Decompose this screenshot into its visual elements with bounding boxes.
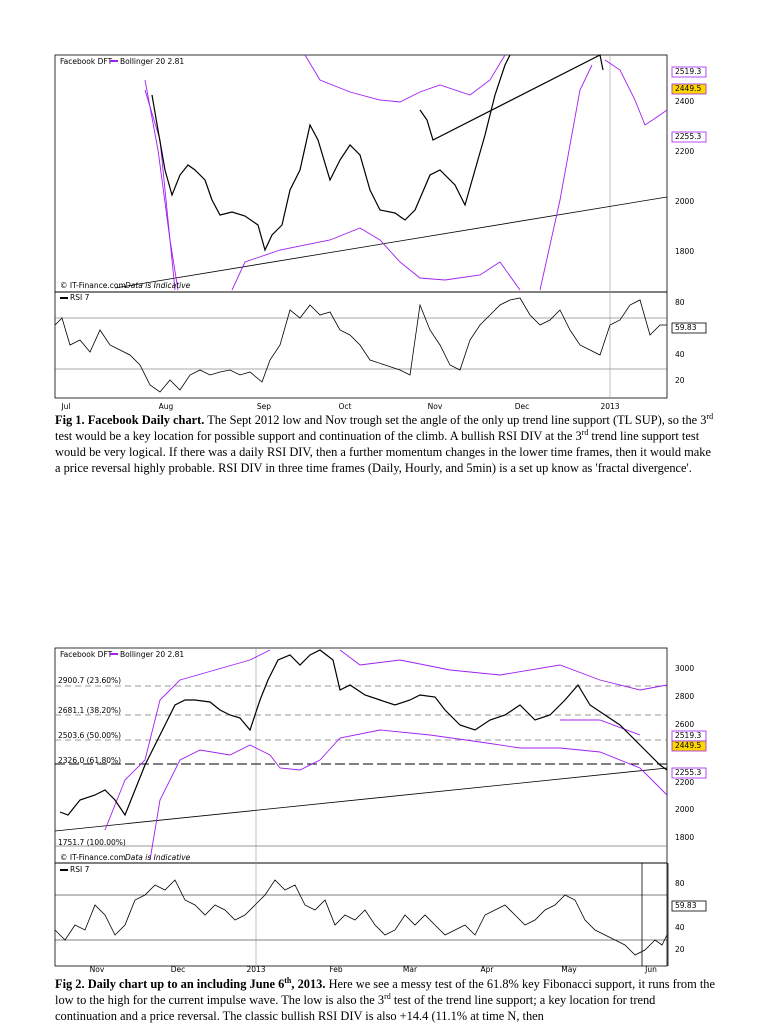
fib-label: 2681.1 (38.20%) <box>58 706 121 715</box>
caption-text: test would be a key location for possibl… <box>55 429 582 443</box>
price-label: 2000 <box>675 197 694 206</box>
caption-1: Fig 1. Facebook Daily chart. The Sept 20… <box>55 412 715 476</box>
price-label: 2000 <box>675 805 694 814</box>
rsi-line <box>54 297 667 393</box>
price-label: 2255.3 <box>675 768 701 777</box>
label-box <box>671 66 707 78</box>
fib-label: 2326.0 (61.80%) <box>58 756 121 765</box>
rsi-title: RSI 7 <box>70 865 90 874</box>
x-label: Feb <box>329 965 343 974</box>
rsi-label: 59.83 <box>675 901 697 910</box>
rsi-label: 59.83 <box>675 323 697 332</box>
x-label: Oct <box>339 402 352 411</box>
caption-label-text: , 2013. <box>291 977 326 991</box>
caption-sup: rd <box>706 411 714 421</box>
rsi-label: 20 <box>675 376 685 385</box>
x-label: Jul <box>60 402 70 411</box>
caption-2: Fig 2. Daily chart up to an including Ju… <box>55 976 715 1024</box>
figure-1: Facebook DFT Bollinger 20 2.81 2519.3 24… <box>54 54 707 411</box>
x-label: Apr <box>481 965 495 974</box>
figure-2: Facebook DFT Bollinger 20 2.81 2900.7 (2… <box>54 647 707 974</box>
trend-line <box>114 196 668 289</box>
footer: © IT-Finance.com <box>60 281 126 290</box>
caption-sup: th <box>284 975 292 985</box>
price-label: 2800 <box>675 692 694 701</box>
price <box>151 54 511 252</box>
x-label: Nov <box>90 965 105 974</box>
rsi-label: 40 <box>675 350 685 359</box>
caption-text: test of the trend line support; a key lo… <box>55 993 656 1023</box>
price-label: 2255.3 <box>675 132 701 141</box>
label-box <box>671 740 707 752</box>
price-label: 2200 <box>675 778 694 787</box>
legend-swatch <box>110 60 118 62</box>
price-label: 2449.5 <box>675 741 701 750</box>
price <box>59 649 668 817</box>
bollinger <box>144 54 668 291</box>
legend: Bollinger 20 2.81 <box>120 650 184 659</box>
x-label: Sep <box>257 402 271 411</box>
footer: © IT-Finance.com <box>60 853 126 862</box>
caption-label: Fig 1. Facebook Daily chart. <box>55 413 205 427</box>
x-label: May <box>561 965 577 974</box>
rsi-label: 80 <box>675 298 685 307</box>
frame <box>54 647 668 967</box>
rsi-line <box>54 879 668 956</box>
legend-swatch <box>110 653 118 655</box>
x-label: Dec <box>171 965 186 974</box>
x-label: Aug <box>159 402 174 411</box>
caption-sup: rd <box>384 991 391 1001</box>
fib-label: 2503.6 (50.00%) <box>58 731 121 740</box>
label-box <box>671 322 707 334</box>
legend: Facebook DFT <box>60 650 113 659</box>
label-box <box>671 83 707 95</box>
price-label: 2449.5 <box>675 84 701 93</box>
legend-swatch <box>60 297 68 299</box>
x-label: Nov <box>428 402 443 411</box>
caption-label-text: Fig 2. Daily chart up to an including Ju… <box>55 977 285 991</box>
frame <box>54 54 668 399</box>
price-label: 2400 <box>675 97 694 106</box>
legend: Bollinger 20 2.81 <box>120 57 184 66</box>
footer: Data is Indicative <box>125 853 191 862</box>
rsi-label: 20 <box>675 945 685 954</box>
footer: Data is Indicative <box>125 281 191 290</box>
legend-swatch <box>60 869 68 871</box>
bollinger <box>104 649 668 861</box>
rsi-label: 40 <box>675 923 685 932</box>
label-box <box>671 131 707 143</box>
price-label: 1800 <box>675 247 694 256</box>
caption-text: Here we see a messy test of the 61.8% ke… <box>55 977 715 1007</box>
label-box <box>671 767 707 779</box>
price-label: 1800 <box>675 833 694 842</box>
x-label: Dec <box>515 402 530 411</box>
price-label: 2600 <box>675 720 694 729</box>
x-label: 2013 <box>600 402 619 411</box>
caption-text: The Sept 2012 low and Nov trough set the… <box>207 413 707 427</box>
caption-label: Fig 2. Daily chart up to an including Ju… <box>55 975 326 991</box>
price-label: 2519.3 <box>675 731 701 740</box>
price <box>419 54 604 141</box>
x-label: Mar <box>403 965 418 974</box>
caption-sup: rd <box>581 427 589 437</box>
x-label: 2013 <box>246 965 265 974</box>
price-label: 3000 <box>675 664 694 673</box>
price-label: 2519.3 <box>675 67 701 76</box>
legend: Facebook DFT <box>60 57 113 66</box>
x-label: Jun <box>644 965 657 974</box>
fib-label: 2900.7 (23.60%) <box>58 676 121 685</box>
caption-text: trend line support test would be very lo… <box>55 429 711 475</box>
rsi-title: RSI 7 <box>70 293 90 302</box>
rsi-label: 80 <box>675 879 685 888</box>
label-box <box>671 900 707 912</box>
fib-label: 1751.7 (100.00%) <box>58 838 126 847</box>
price-label: 2200 <box>675 147 694 156</box>
